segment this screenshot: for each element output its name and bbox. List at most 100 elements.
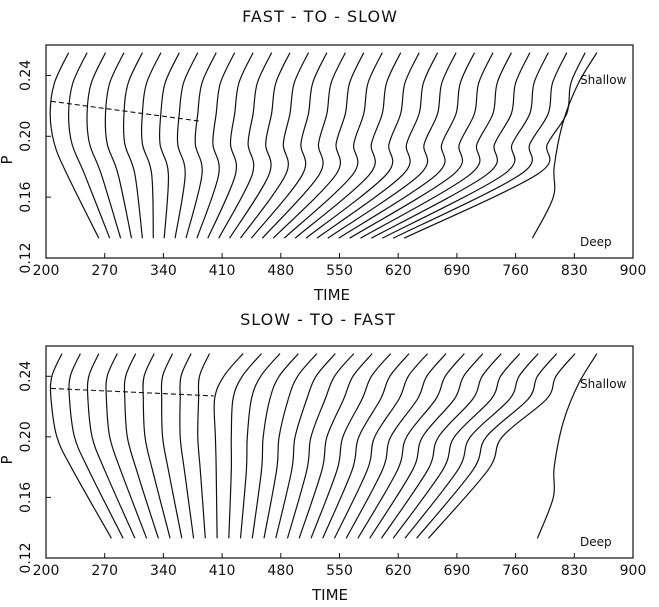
series-line-14 — [263, 353, 318, 539]
series-line-21 — [345, 353, 447, 539]
series-line-21 — [316, 52, 439, 239]
series-line-12 — [239, 353, 281, 539]
x-tick-label: 620 — [385, 263, 412, 279]
series-line-13 — [229, 52, 291, 239]
series-line-24 — [349, 52, 494, 239]
shallow-annotation: Shallow — [580, 73, 627, 87]
panel-title: FAST - TO - SLOW — [242, 7, 398, 26]
y-tick-label: 0.16 — [18, 181, 34, 212]
x-axis-label: TIME — [313, 286, 350, 304]
x-tick-label: 550 — [326, 563, 353, 579]
y-tick-label: 0.20 — [18, 421, 34, 452]
x-tick-label: 200 — [33, 263, 60, 279]
x-tick-label: 690 — [444, 563, 471, 579]
series-line-7 — [160, 353, 183, 539]
y-axis-label: P — [0, 155, 16, 164]
x-tick-label: 200 — [33, 563, 60, 579]
dashed-line — [50, 100, 200, 122]
series-lines — [49, 52, 598, 239]
series-line-25 — [360, 52, 512, 239]
x-tick-label: 410 — [209, 263, 236, 279]
series-line-3 — [86, 353, 136, 539]
series-line-1 — [49, 353, 112, 539]
x-tick-label: 760 — [502, 263, 529, 279]
series-line-8 — [179, 353, 195, 539]
series-line-9 — [197, 353, 211, 539]
series-line-6 — [140, 52, 162, 239]
series-line-20 — [333, 353, 429, 539]
series-line-30 — [531, 52, 598, 239]
x-tick-label: 410 — [209, 563, 236, 579]
series-line-28 — [392, 52, 568, 239]
series-line-16 — [286, 353, 355, 539]
series-line-19 — [322, 353, 410, 539]
series-line-19 — [294, 52, 402, 239]
shallow-annotation: Shallow — [580, 377, 627, 391]
y-tick-label: 0.16 — [18, 482, 34, 513]
series-line-2 — [67, 52, 111, 239]
series-line-7 — [158, 52, 180, 239]
series-line-2 — [68, 353, 124, 539]
series-line-12 — [218, 52, 273, 239]
series-line-11 — [207, 52, 254, 239]
series-line-27 — [416, 353, 558, 539]
series-line-26 — [371, 52, 531, 239]
x-tick-label: 340 — [150, 263, 177, 279]
series-line-10 — [196, 52, 236, 239]
x-tick-label: 900 — [620, 563, 647, 579]
series-line-4 — [104, 52, 133, 239]
series-line-1 — [49, 52, 100, 239]
series-line-29 — [403, 52, 586, 239]
series-line-22 — [327, 52, 457, 239]
series-line-13 — [251, 353, 299, 539]
x-tick-label: 620 — [385, 563, 412, 579]
x-axis-label: TIME — [311, 586, 348, 604]
panel-slow-to-fast: SLOW - TO - FAST TIME P Shallow Deep 200… — [0, 310, 646, 604]
series-line-8 — [174, 52, 199, 239]
x-tick-label: 690 — [444, 263, 471, 279]
x-tick-label: 340 — [150, 563, 177, 579]
deep-annotation: Deep — [580, 235, 612, 249]
y-tick-label: 0.12 — [18, 542, 34, 573]
plot-frame — [45, 345, 634, 559]
series-line-15 — [250, 52, 328, 239]
series-line-25 — [392, 353, 521, 539]
series-line-23 — [369, 353, 484, 539]
series-line-15 — [275, 353, 336, 539]
panel-fast-to-slow: FAST - TO - SLOW TIME P Shallow Deep 200… — [0, 7, 646, 304]
series-lines — [49, 353, 598, 539]
series-line-18 — [283, 52, 383, 239]
deep-annotation: Deep — [580, 535, 612, 549]
x-tick-label: 900 — [620, 263, 647, 279]
x-tick-label: 830 — [561, 263, 588, 279]
series-line-5 — [122, 52, 143, 239]
series-line-16 — [261, 52, 346, 239]
y-tick-label: 0.24 — [18, 361, 34, 392]
y-tick-label: 0.20 — [18, 121, 34, 152]
series-line-9 — [185, 52, 217, 239]
series-line-24 — [380, 353, 502, 539]
x-tick-label: 550 — [326, 263, 353, 279]
series-line-10 — [213, 353, 244, 539]
series-line-3 — [86, 52, 122, 239]
series-line-17 — [298, 353, 373, 539]
series-line-4 — [105, 353, 148, 539]
series-line-14 — [240, 52, 310, 239]
x-tick-label: 270 — [91, 563, 118, 579]
dashed-line — [51, 387, 214, 397]
plot-frame — [45, 44, 634, 259]
series-line-26 — [404, 353, 539, 539]
x-tick-label: 270 — [91, 263, 118, 279]
series-line-29 — [536, 353, 598, 539]
series-line-20 — [305, 52, 420, 239]
series-line-23 — [338, 52, 476, 239]
series-line-28 — [427, 353, 576, 539]
panel-title: SLOW - TO - FAST — [240, 310, 396, 329]
axis-ticks: 200 270 340 410 480 550 620 690 760 830 900 0.12 0.1… — [18, 361, 646, 579]
series-line-27 — [382, 52, 549, 239]
x-tick-label: 480 — [267, 263, 294, 279]
x-tick-label: 830 — [561, 563, 588, 579]
y-tick-label: 0.12 — [18, 242, 34, 273]
series-line-17 — [272, 52, 365, 239]
y-tick-label: 0.24 — [18, 60, 34, 91]
